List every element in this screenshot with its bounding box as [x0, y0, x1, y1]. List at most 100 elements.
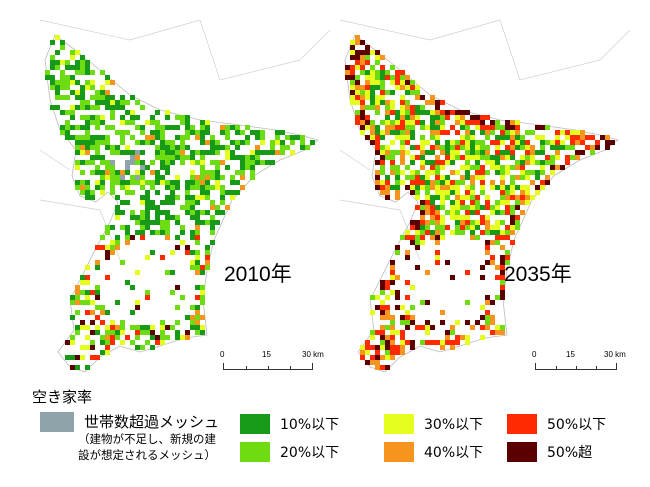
mesh-cell: [135, 270, 140, 275]
mesh-cell: [515, 215, 520, 220]
mesh-cell: [180, 150, 185, 155]
mesh-cell: [370, 120, 375, 125]
mesh-cell: [110, 190, 115, 195]
mesh-cell: [565, 160, 570, 165]
mesh-cell: [155, 130, 160, 135]
mesh-cell: [495, 295, 500, 300]
mesh-cell: [400, 70, 405, 75]
mesh-cell: [390, 350, 395, 355]
mesh-cell: [485, 225, 490, 230]
mesh-cell: [175, 330, 180, 335]
mesh-cell: [415, 185, 420, 190]
mesh-cell: [380, 340, 385, 345]
mesh-cell: [55, 65, 60, 70]
mesh-cell: [435, 170, 440, 175]
mesh-cell: [145, 200, 150, 205]
mesh-cell: [110, 145, 115, 150]
mesh-cell: [210, 145, 215, 150]
mesh-cell: [160, 135, 165, 140]
mesh-cell: [475, 115, 480, 120]
mesh-cell: [90, 170, 95, 175]
mesh-cell: [525, 195, 530, 200]
mesh-cell: [455, 220, 460, 225]
mesh-cell: [100, 170, 105, 175]
mesh-cell: [210, 150, 215, 155]
mesh-cell: [80, 90, 85, 95]
year-label-2035: 2035年: [504, 263, 572, 286]
mesh-cell: [375, 150, 380, 155]
mesh-cell: [510, 125, 515, 130]
mesh-cell: [380, 280, 385, 285]
mesh-cell: [430, 120, 435, 125]
mesh-cell: [80, 105, 85, 110]
mesh-cell: [390, 270, 395, 275]
mesh-cell: [540, 125, 545, 130]
mesh-cell: [505, 200, 510, 205]
mesh-cell: [85, 190, 90, 195]
mesh-cell: [70, 50, 75, 55]
mesh-cell: [310, 140, 315, 145]
mesh-cell: [245, 135, 250, 140]
mesh-cell: [390, 275, 395, 280]
mesh-cell: [85, 185, 90, 190]
mesh-cell: [95, 180, 100, 185]
mesh-cell: [195, 320, 200, 325]
mesh-cell: [85, 140, 90, 145]
mesh-cell: [140, 185, 145, 190]
mesh-cell: [435, 180, 440, 185]
mesh-cell: [430, 135, 435, 140]
mesh-cell: [95, 330, 100, 335]
mesh-cell: [105, 145, 110, 150]
mesh-cell: [530, 160, 535, 165]
mesh-cell: [95, 125, 100, 130]
mesh-cell: [400, 135, 405, 140]
mesh-cell: [80, 355, 85, 360]
mesh-cell: [560, 130, 565, 135]
mesh-cell: [195, 215, 200, 220]
mesh-cell: [515, 135, 520, 140]
mesh-cell: [425, 160, 430, 165]
mesh-cell: [460, 225, 465, 230]
mesh-cell: [55, 80, 60, 85]
mesh-cell: [185, 250, 190, 255]
mesh-cell: [435, 340, 440, 345]
mesh-cell: [380, 130, 385, 135]
mesh-cell: [195, 270, 200, 275]
mesh-cell: [550, 160, 555, 165]
mesh-cell: [465, 150, 470, 155]
mesh-cell: [485, 130, 490, 135]
mesh-cell: [240, 140, 245, 145]
mesh-cell: [400, 120, 405, 125]
mesh-cell: [455, 195, 460, 200]
mesh-cell: [400, 125, 405, 130]
mesh-cell: [480, 185, 485, 190]
mesh-cell: [375, 80, 380, 85]
mesh-cell: [80, 320, 85, 325]
mesh-cell: [165, 150, 170, 155]
mesh-cell: [140, 325, 145, 330]
mesh-cell: [490, 155, 495, 160]
mesh-cell: [440, 195, 445, 200]
mesh-cell: [115, 210, 120, 215]
mesh-cell: [370, 95, 375, 100]
mesh-cell: [435, 205, 440, 210]
mesh-cell: [205, 125, 210, 130]
mesh-cell: [135, 305, 140, 310]
mesh-cell: [200, 165, 205, 170]
mesh-cell: [425, 270, 430, 275]
mesh-cell: [465, 205, 470, 210]
mesh-cell: [260, 135, 265, 140]
mesh-cell: [520, 200, 525, 205]
mesh-cell: [450, 145, 455, 150]
mesh-cell: [185, 115, 190, 120]
mesh-cell: [450, 340, 455, 345]
mesh-cell: [395, 170, 400, 175]
mesh-cell: [70, 315, 75, 320]
mesh-cell: [465, 185, 470, 190]
mesh-cell: [455, 110, 460, 115]
mesh-cell: [420, 210, 425, 215]
mesh-cell: [110, 240, 115, 245]
mesh-cell: [465, 130, 470, 135]
mesh-cell: [520, 190, 525, 195]
mesh-cell: [385, 180, 390, 185]
